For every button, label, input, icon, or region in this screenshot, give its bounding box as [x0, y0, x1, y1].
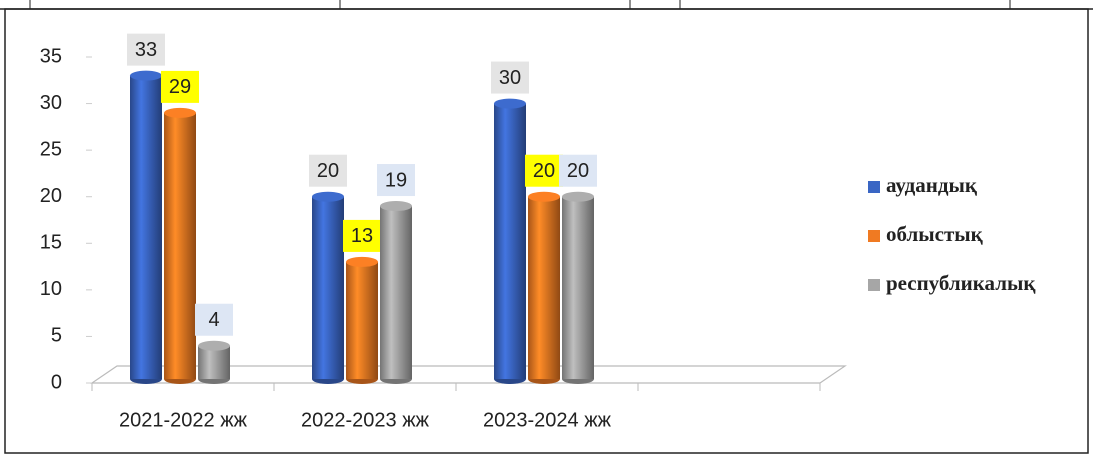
bar-top [380, 201, 412, 212]
y-tick-label: 10 [40, 278, 62, 300]
value-label-bg [559, 154, 597, 187]
bar-top [562, 191, 594, 202]
bar-top [312, 191, 344, 202]
value-label: 20 [567, 160, 589, 182]
bar-body [494, 103, 526, 380]
bar-body [346, 261, 378, 379]
value-label: 4 [208, 309, 219, 331]
value-label: 33 [135, 39, 157, 61]
bar-body [562, 196, 594, 379]
bar-top [198, 340, 230, 351]
value-label: 13 [351, 225, 373, 247]
bar-top [164, 107, 196, 118]
bar [198, 340, 230, 384]
y-tick-label: 0 [51, 371, 62, 393]
bar-top [130, 70, 162, 81]
value-label-bg [491, 61, 529, 94]
legend-label: аудандық [886, 173, 978, 197]
x-tick-label: 2021-2022 жж [119, 409, 248, 431]
value-label: 20 [533, 160, 555, 182]
legend-label: республикалық [886, 271, 1036, 295]
legend-swatch [868, 279, 880, 291]
bar-body [528, 196, 560, 379]
bar-top [528, 191, 560, 202]
legend-label: облыстық [886, 222, 984, 246]
bar [346, 256, 378, 384]
y-tick-label: 20 [40, 185, 62, 207]
value-label-bg [195, 303, 233, 336]
value-label-bg [377, 164, 415, 197]
legend-swatch [868, 181, 880, 193]
legend-swatch [868, 230, 880, 242]
value-label: 19 [385, 169, 407, 191]
chart-frame [4, 8, 1089, 454]
y-tick-label: 5 [51, 325, 62, 347]
bar-top [346, 256, 378, 267]
bar-body [198, 345, 230, 379]
bar [528, 191, 560, 384]
x-tick-label: 2022-2023 жж [301, 409, 430, 431]
value-label-bg [127, 33, 165, 66]
y-tick-label: 25 [40, 138, 62, 160]
bar [130, 70, 162, 384]
x-tick-label: 2023-2024 жж [483, 409, 612, 431]
bar-body [380, 206, 412, 379]
value-label: 20 [317, 160, 339, 182]
value-label-bg [161, 70, 199, 103]
bar-top [494, 98, 526, 109]
value-label-bg [343, 219, 381, 252]
value-label: 30 [499, 67, 521, 89]
bar [494, 98, 526, 384]
value-label-bg [525, 154, 563, 187]
y-tick-label: 35 [40, 45, 62, 67]
bar-body [312, 196, 344, 379]
y-tick-label: 15 [40, 232, 62, 254]
bar [380, 201, 412, 384]
bar [562, 191, 594, 384]
value-label-bg [309, 154, 347, 187]
bar [164, 107, 196, 384]
value-label: 29 [169, 76, 191, 98]
bar-body [164, 112, 196, 379]
bar [312, 191, 344, 384]
bar-body [130, 75, 162, 379]
y-tick-label: 30 [40, 92, 62, 114]
